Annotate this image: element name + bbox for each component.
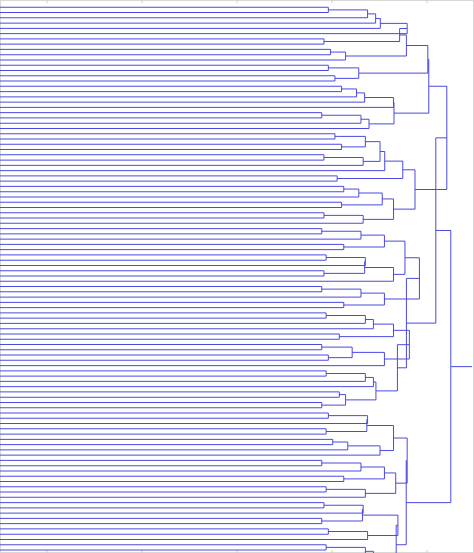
dendrogram-links (0, 6, 472, 553)
